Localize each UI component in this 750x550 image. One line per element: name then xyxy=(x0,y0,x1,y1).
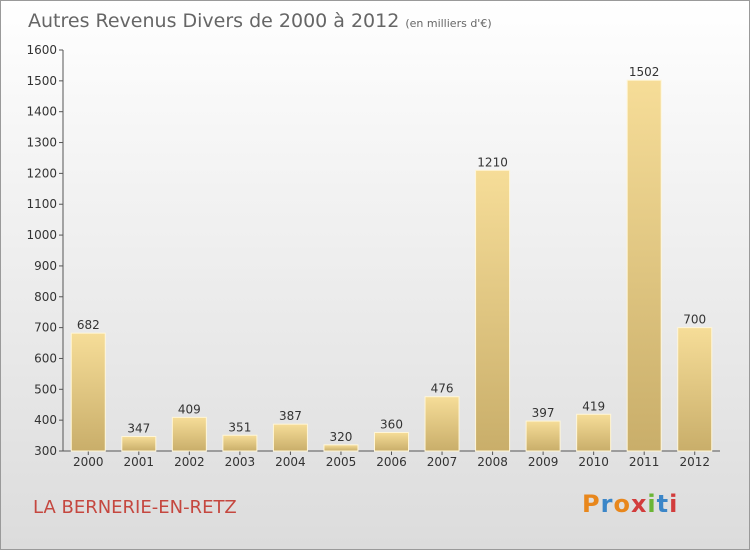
chart-title-text: Autres Revenus Divers de 2000 à 2012 xyxy=(28,10,400,32)
bar-2004 xyxy=(272,423,308,452)
bar-2008 xyxy=(475,169,511,452)
x-tick-label: 2005 xyxy=(326,455,357,469)
logo-letter: P xyxy=(582,490,601,518)
logo-letter: i xyxy=(647,490,657,518)
logo-letter: i xyxy=(669,490,679,518)
logo-letter: o xyxy=(613,490,631,518)
chart-title: Autres Revenus Divers de 2000 à 2012 (en … xyxy=(28,10,492,32)
data-label: 700 xyxy=(683,313,706,327)
bar-2010 xyxy=(576,413,612,452)
x-tick-label: 2008 xyxy=(477,455,508,469)
bar-2001 xyxy=(121,436,157,452)
bar-2005 xyxy=(323,444,359,452)
y-tick-label: 400 xyxy=(34,413,57,427)
y-tick-label: 1600 xyxy=(26,43,57,57)
bar-2000 xyxy=(70,332,106,452)
bar-2011 xyxy=(626,79,662,452)
x-tick-label: 2012 xyxy=(679,455,710,469)
data-label: 360 xyxy=(380,417,403,431)
y-tick-label: 1200 xyxy=(26,166,57,180)
bar-2012 xyxy=(677,327,713,452)
y-tick-label: 1100 xyxy=(26,197,57,211)
data-label: 409 xyxy=(178,402,201,416)
bar-2003 xyxy=(222,434,258,452)
x-tick-label: 2010 xyxy=(578,455,609,469)
y-tick-label: 1300 xyxy=(26,136,57,150)
data-label: 419 xyxy=(582,399,605,413)
data-label: 476 xyxy=(431,382,454,396)
x-tick-label: 2004 xyxy=(275,455,306,469)
logo-letter: r xyxy=(600,490,614,518)
y-tick-label: 1000 xyxy=(26,228,57,242)
data-label: 351 xyxy=(228,420,251,434)
y-tick-label: 300 xyxy=(34,444,57,458)
proxiti-logo[interactable]: Proxiti xyxy=(582,490,678,518)
x-tick-label: 2009 xyxy=(528,455,559,469)
x-tick-label: 2006 xyxy=(376,455,407,469)
bar-2007 xyxy=(424,396,460,452)
place-name: LA BERNERIE-EN-RETZ xyxy=(33,497,237,518)
x-tick-label: 2000 xyxy=(73,455,104,469)
y-tick-label: 700 xyxy=(34,321,57,335)
logo-letter: x xyxy=(630,490,648,518)
x-tick-label: 2003 xyxy=(225,455,256,469)
data-label: 1210 xyxy=(477,155,508,169)
bar-2006 xyxy=(374,431,409,452)
bar-2002 xyxy=(171,416,207,452)
x-tick-label: 2002 xyxy=(174,455,205,469)
y-tick-label: 900 xyxy=(34,259,57,273)
data-label: 1502 xyxy=(629,65,660,79)
data-label: 320 xyxy=(330,430,353,444)
x-tick-label: 2001 xyxy=(124,455,155,469)
data-label: 387 xyxy=(279,409,302,423)
y-tick-label: 1400 xyxy=(26,105,57,119)
y-tick-label: 800 xyxy=(34,290,57,304)
y-tick-label: 500 xyxy=(34,382,57,396)
chart-unit: (en milliers d'€) xyxy=(405,17,492,30)
x-tick-label: 2011 xyxy=(629,455,660,469)
x-tick-label: 2007 xyxy=(427,455,458,469)
data-label: 347 xyxy=(127,422,150,436)
logo-letter: t xyxy=(656,490,670,518)
bar-2009 xyxy=(525,420,561,452)
y-tick-label: 600 xyxy=(34,351,57,365)
data-label: 682 xyxy=(77,318,100,332)
data-label: 397 xyxy=(532,406,555,420)
y-tick-label: 1500 xyxy=(26,74,57,88)
